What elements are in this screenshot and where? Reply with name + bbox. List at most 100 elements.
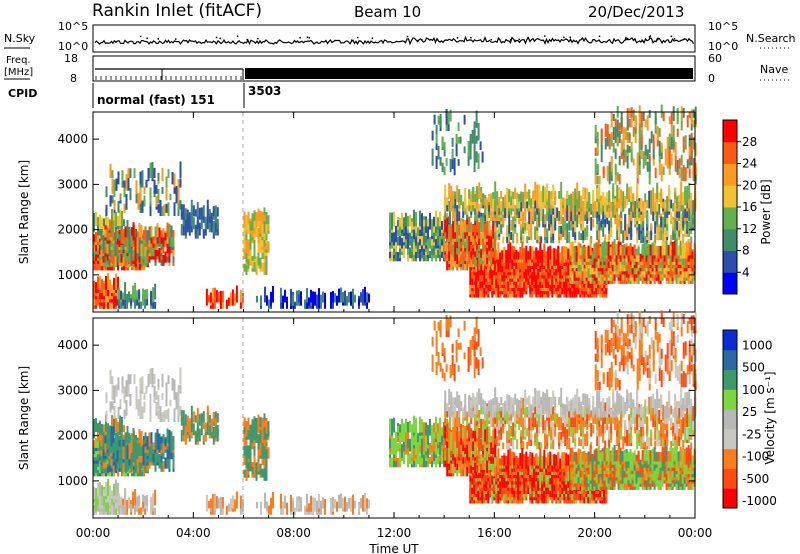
velocity-cell [146,499,149,512]
power-cell [139,171,142,185]
power-cell [463,114,466,125]
power-cell [393,232,395,246]
power-cell [456,225,459,239]
velocity-cell [214,423,217,439]
power-cell [574,204,577,212]
power-cell [681,243,684,259]
power-cell [514,187,517,199]
power-cell [476,219,479,233]
power-cell [243,263,246,272]
power-cell [584,197,587,212]
power-cell [140,240,143,250]
power-cell [107,217,109,230]
power-cell [494,200,497,212]
velocity-cell [161,373,164,388]
noise-search-dot [357,36,359,39]
power-cell [425,252,427,262]
power-cell [640,198,643,212]
velocity-cell [407,438,409,449]
power-cell [494,222,497,233]
power-cell [674,202,677,212]
power-cell [544,214,547,225]
power-cell [454,208,457,218]
velocity-cell [109,369,112,384]
power-cell [177,186,180,204]
power-cell [511,245,514,260]
power-cell [508,189,511,199]
power-cell [106,227,109,241]
power-cell [259,210,262,221]
power-cell [198,222,201,230]
velocity-cell [435,455,437,468]
power-cell [182,217,185,226]
power-cell [645,243,648,256]
power-cell [641,244,644,256]
power-cell [168,246,171,263]
power-cell [115,273,117,290]
power-cell [473,156,476,173]
velocity-cell [188,418,191,432]
velocity-cell [170,431,173,444]
power-cell [162,244,165,254]
power-cell [499,252,502,260]
velocity-cell [411,427,413,436]
velocity-cell [155,401,158,413]
velocity-cell [103,489,105,496]
power-cell [652,187,655,202]
power-cell [525,245,528,260]
velocity-cell [245,452,248,469]
power-cell [421,230,423,246]
power-cell [498,208,501,222]
power-cell [476,195,479,209]
velocity-cell [354,500,356,509]
power-cell [531,291,534,298]
power-cell [543,243,546,260]
velocity-cell [163,410,166,419]
power-cell [690,200,693,209]
power-cell [441,242,443,252]
power-cell [531,246,534,260]
power-cell [123,181,126,198]
power-cell [658,140,661,156]
power-cell [451,148,454,160]
velocity-cell [249,427,252,437]
power-cell [253,249,256,260]
power-cell [446,257,449,271]
velocity-cell [332,497,334,509]
power-cell [684,135,687,150]
power-cell [132,292,135,300]
power-cell [626,116,629,131]
power-cell [215,290,218,303]
power-cell [144,289,147,300]
velocity-cell [255,418,258,431]
power-cell [682,192,685,203]
velocity-cell [253,465,256,478]
velocity-cell [419,416,421,433]
power-cell [683,250,686,269]
power-cell [115,226,117,239]
power-cell [200,218,203,230]
power-cell [439,234,441,246]
power-cell [255,256,258,269]
power-cell [113,277,115,290]
power-cell [479,141,482,150]
power-cell [109,195,112,207]
power-cell [231,289,234,303]
power-cell [217,291,220,303]
power-cell [102,235,105,244]
power-cell [421,251,423,259]
power-cell [132,244,135,257]
power-cell [450,225,453,239]
velocity-cell [437,423,439,433]
velocity-cell [126,500,129,515]
power-cell [588,194,591,209]
power-cell [121,170,124,182]
velocity-cell [99,497,101,506]
power-cell [644,144,647,156]
power-cell [243,245,246,259]
velocity-cell [318,494,320,509]
power-cell [626,151,629,169]
velocity-cell [368,499,370,509]
velocity-cell [202,435,205,442]
power-cell [443,242,445,259]
